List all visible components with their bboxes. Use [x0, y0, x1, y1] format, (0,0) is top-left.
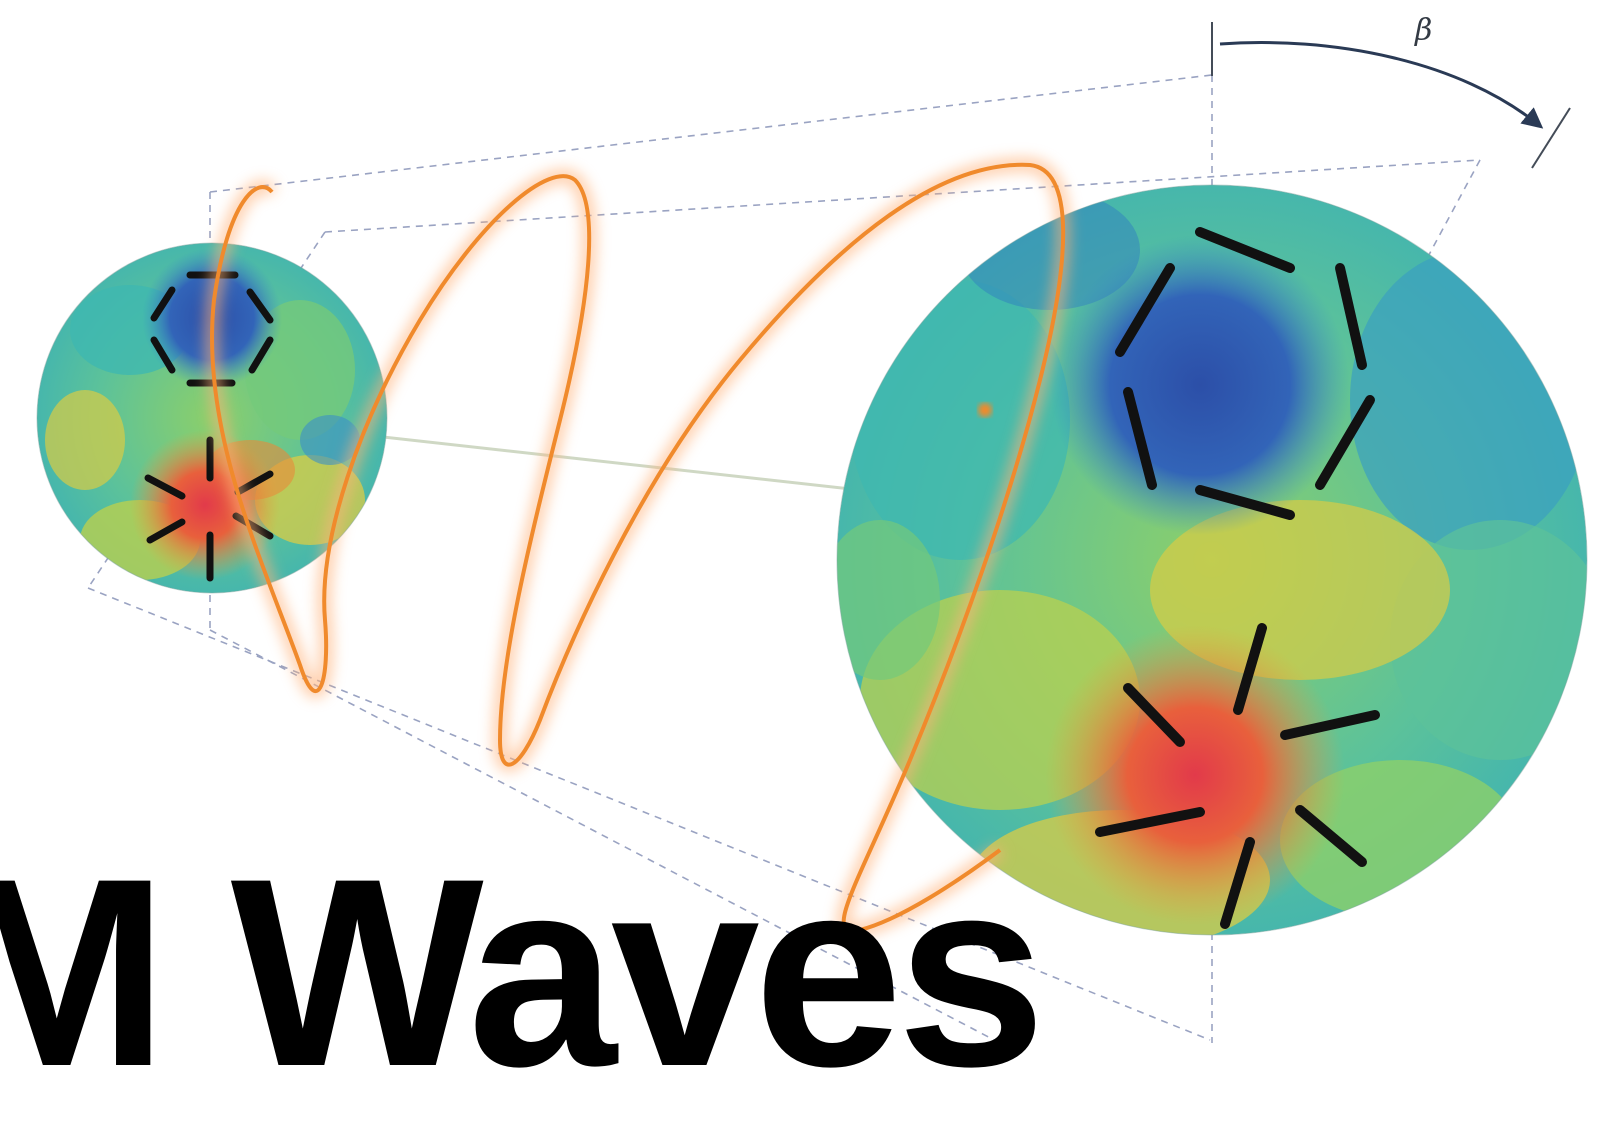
far-star-bar	[1280, 710, 1380, 740]
guide-bottom-inner	[209, 629, 1001, 1043]
far-ring-bar	[1115, 263, 1175, 357]
cmb-polarization-rotation-diagram: β	[36, 13, 1588, 1043]
page-title: M Waves	[0, 822, 1046, 1122]
rotated-axis-tick	[1531, 107, 1571, 169]
far-ring-bar	[1335, 263, 1367, 370]
far-ring-bar	[1315, 395, 1375, 490]
far-polarization-star	[1095, 623, 1380, 929]
wave-line	[209, 162, 1066, 934]
far-star-bar	[1095, 807, 1205, 837]
wave-crossing-point	[978, 403, 992, 417]
near-star-bar	[144, 474, 186, 500]
near-ring-bar	[248, 336, 274, 374]
propagating-wave	[204, 157, 1071, 939]
far-ring-bar	[1195, 485, 1295, 520]
near-ring-bar	[246, 288, 274, 324]
far-star-bar	[1233, 623, 1267, 715]
guide-top-inner	[324, 159, 1481, 233]
far-polarization-ring	[1115, 227, 1375, 520]
near-star-bar	[146, 518, 186, 544]
far-ring-bar	[1123, 387, 1157, 490]
angle-beta-label: β	[1414, 13, 1432, 48]
cmb-map-near	[36, 242, 388, 594]
near-ring-bar	[150, 336, 176, 374]
far-ring-bar	[1195, 227, 1295, 273]
far-star-bar	[1220, 837, 1255, 929]
cmb-map-far	[836, 184, 1588, 936]
rotation-arrow	[1219, 41, 1544, 129]
far-star-bar	[1123, 683, 1185, 747]
guide-bottom-outer	[87, 587, 1211, 1041]
near-ring-bar	[150, 286, 176, 322]
far-star-bar	[1295, 805, 1367, 867]
rotation-indicator: β	[1211, 13, 1571, 169]
guide-top-outer	[209, 74, 1213, 193]
